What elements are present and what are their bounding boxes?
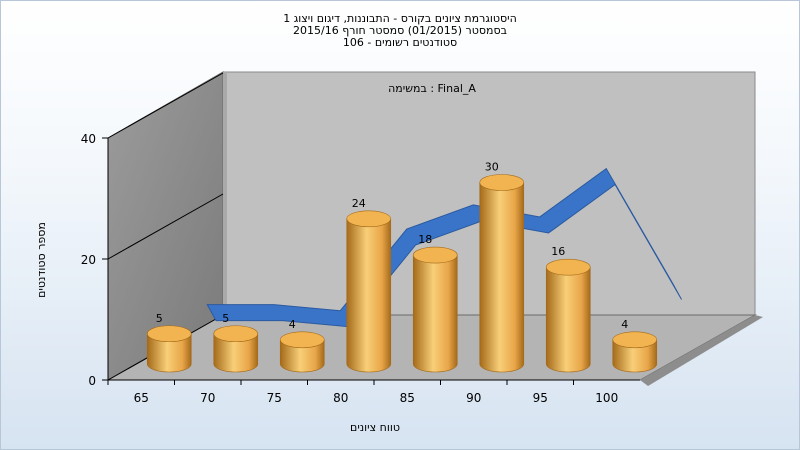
x-tick-label: 95 xyxy=(533,391,548,405)
histogram-bar-top xyxy=(146,325,192,343)
x-tick-label: 65 xyxy=(134,391,149,405)
x-tick-label: 80 xyxy=(333,391,348,405)
y-tick-label: 0 xyxy=(88,374,96,388)
bar-value-label: 16 xyxy=(551,245,565,258)
x-tick-label: 85 xyxy=(400,391,415,405)
x-tick-label: 90 xyxy=(466,391,481,405)
x-tick-label: 100 xyxy=(595,391,618,405)
chart-floor-edge xyxy=(640,315,763,386)
histogram-bar xyxy=(213,333,259,373)
histogram-bar-top xyxy=(346,210,392,228)
histogram-bar xyxy=(346,218,392,373)
histogram-bar-top xyxy=(545,258,591,276)
histogram-bar-top xyxy=(479,174,525,191)
histogram-bar-top xyxy=(412,246,458,264)
bar-value-label: 4 xyxy=(289,318,296,331)
chart-subtitle-semester: בסמסטר (01/2015) סמסטר חורף 2015/16 xyxy=(293,24,507,37)
x-tick-label: 75 xyxy=(267,391,282,405)
bar-value-label: 18 xyxy=(418,233,432,246)
y-tick-label: 40 xyxy=(81,132,96,146)
histogram-bar xyxy=(279,339,325,373)
histogram-bar xyxy=(612,339,658,373)
histogram-bar xyxy=(479,182,525,373)
y-axis-label: מספר סטודנטים xyxy=(35,222,48,298)
x-tick-label: 70 xyxy=(200,391,215,405)
chart-subtitle-students: סטודנטים רשומים - 106 xyxy=(342,36,458,49)
chart-title: היסטוגרמת ציונים בקורס - התבוננות, דיגום… xyxy=(283,12,517,25)
histogram-bar xyxy=(146,333,192,373)
bar-value-label: 5 xyxy=(222,312,229,325)
bar-value-label: 24 xyxy=(352,197,366,210)
histogram-bar-top xyxy=(279,331,325,349)
task-annotation: במשימה : Final_A xyxy=(388,82,476,95)
histogram-bar-top xyxy=(612,331,658,349)
bar-value-label: 30 xyxy=(485,161,499,174)
y-gridline-40 xyxy=(107,72,224,139)
y-gridline-20 xyxy=(107,193,224,260)
chart-wall-edge xyxy=(223,72,227,315)
histogram-bar xyxy=(545,266,591,373)
histogram-bar xyxy=(412,254,458,373)
bar-value-label: 5 xyxy=(156,312,163,325)
y-tick-label: 20 xyxy=(81,253,96,267)
histogram-bar-top xyxy=(213,325,259,343)
bar-value-label: 4 xyxy=(621,318,628,331)
x-axis-label: טווח ציונים xyxy=(350,421,400,434)
